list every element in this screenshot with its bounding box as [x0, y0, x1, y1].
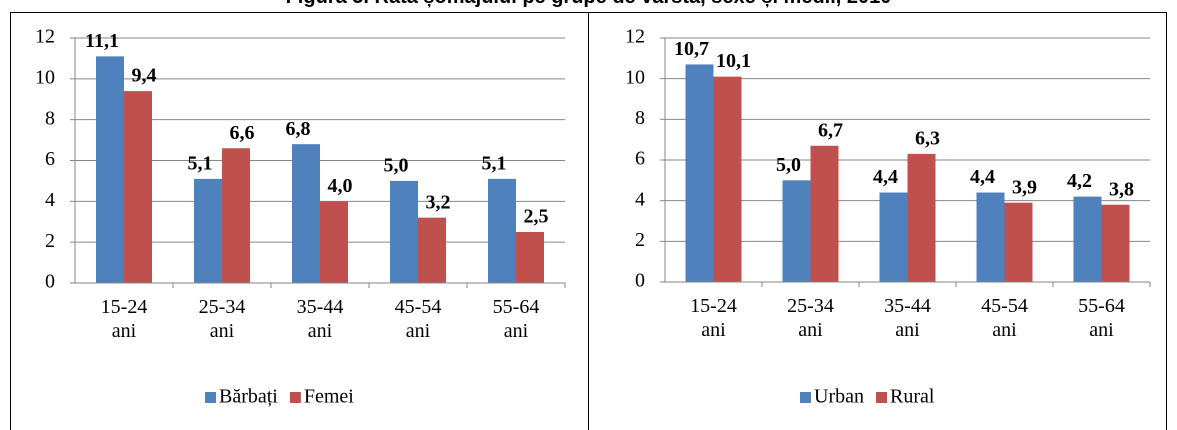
y-tick-label: 2 [635, 229, 645, 251]
value-label: 6,3 [915, 127, 940, 149]
y-tick-label: 10 [35, 66, 55, 88]
y-tick-label: 4 [45, 189, 55, 211]
y-tick-label: 2 [45, 230, 55, 252]
bar [320, 201, 348, 283]
value-label: 4,0 [328, 175, 353, 197]
bar [194, 178, 222, 283]
y-tick-label: 6 [45, 148, 55, 170]
y-tick-label: 0 [45, 271, 55, 293]
x-tick-label: 35-44 ani [884, 295, 931, 341]
value-label: 5,1 [482, 152, 507, 174]
bar [124, 91, 152, 283]
legend-label: Rural [890, 386, 935, 408]
bar [782, 180, 811, 282]
y-tick-label: 12 [35, 26, 55, 48]
x-tick-label: 15-24 ani [690, 295, 737, 341]
bar [976, 192, 1005, 282]
value-label: 5,0 [776, 154, 801, 176]
value-label: 4,2 [1067, 170, 1092, 192]
x-tick-label: 15-24 ani [100, 296, 148, 342]
value-label: 2,5 [524, 206, 549, 228]
legend-swatch [205, 392, 216, 403]
y-tick-label: 6 [635, 148, 645, 170]
value-label: 6,7 [818, 119, 843, 141]
value-label: 4,4 [970, 166, 995, 188]
y-tick-label: 10 [625, 66, 645, 88]
bar [810, 145, 839, 282]
value-label: 3,8 [1109, 178, 1134, 200]
bar [222, 148, 250, 283]
legend-label: Urban [814, 386, 864, 408]
y-tick-label: 12 [625, 26, 645, 48]
legend-label: Femei [304, 386, 354, 408]
bar [488, 178, 516, 283]
x-tick-label: 55-64 ani [492, 296, 540, 342]
legend-swatch [800, 392, 811, 403]
page-title: Figura 3. Rata șomajului pe grupe de vâr… [0, 0, 1177, 9]
legend-swatch [289, 392, 301, 403]
value-label: 6,8 [286, 118, 311, 140]
y-tick-label: 0 [635, 270, 645, 292]
bar [1004, 202, 1033, 282]
y-tick-label: 8 [45, 107, 55, 129]
x-tick-label: 45-54 ani [981, 295, 1028, 341]
bar [418, 217, 446, 283]
bar [96, 56, 124, 283]
x-tick-label: 55-64 ani [1078, 295, 1125, 341]
y-tick-label: 8 [635, 107, 645, 129]
value-label: 11,1 [85, 30, 119, 52]
bar [1101, 204, 1130, 282]
value-label: 4,4 [873, 166, 898, 188]
value-label: 5,1 [188, 152, 213, 174]
x-tick-label: 35-44 ani [296, 296, 344, 342]
legend-swatch [875, 392, 887, 403]
bar [713, 76, 742, 282]
bar [879, 192, 908, 282]
x-tick-label: 25-34 ani [787, 295, 834, 341]
bar [390, 180, 418, 283]
value-label: 3,2 [426, 191, 451, 213]
x-tick-label: 25-34 ani [198, 296, 246, 342]
value-label: 6,6 [230, 122, 255, 144]
value-label: 3,9 [1012, 176, 1037, 198]
value-label: 5,0 [384, 155, 409, 177]
panel-border [588, 12, 1167, 430]
value-label: 9,4 [132, 65, 157, 87]
bar [292, 144, 320, 283]
legend-label: Bărbați [219, 386, 278, 408]
bar [907, 153, 936, 282]
bar [516, 231, 544, 283]
value-label: 10,7 [674, 38, 709, 60]
x-tick-label: 45-54 ani [394, 296, 442, 342]
y-tick-label: 4 [635, 188, 645, 210]
bar [1073, 196, 1102, 282]
value-label: 10,1 [716, 50, 751, 72]
bar [685, 64, 714, 282]
